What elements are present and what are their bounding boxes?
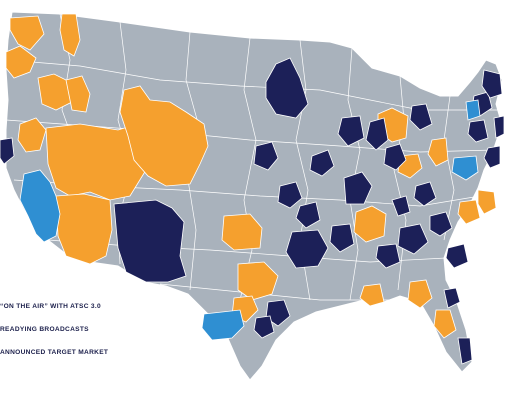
market-on-air-harrisburg <box>481 69 503 99</box>
market-readying-portland <box>5 45 37 79</box>
market-on-air-charlotte <box>397 223 429 255</box>
market-on-air-jacksonville <box>443 287 461 309</box>
market-readying-idaho-falls <box>65 75 91 113</box>
market-readying-dallas <box>237 261 279 301</box>
legend-item-on-air: “ON THE AIR” WITH ATSC 3.0 <box>0 300 150 312</box>
market-readying-seattle <box>9 15 45 51</box>
market-readying-atlanta <box>407 279 433 309</box>
market-on-air-columbus <box>413 181 437 207</box>
market-on-air-sacramento <box>0 137 15 165</box>
market-on-air-sioux-falls <box>253 141 279 171</box>
market-announced-los-angeles <box>19 169 61 243</box>
market-on-air-nashville-2 <box>391 195 411 217</box>
market-readying-nashville <box>353 205 387 243</box>
market-on-air-birmingham <box>375 243 401 269</box>
market-on-air-austin <box>253 315 275 339</box>
market-readying-mobile <box>359 283 385 307</box>
market-on-air-stlouis <box>343 171 373 205</box>
market-on-air-philly <box>483 145 501 169</box>
map-legend: “ON THE AIR” WITH ATSC 3.0 READYING BROA… <box>0 300 150 369</box>
market-readying-spokane <box>59 13 81 57</box>
market-readying-tampa <box>433 309 457 339</box>
market-on-air-albuquerque <box>113 199 187 283</box>
legend-label-readying: READYING BROADCASTS <box>0 325 89 333</box>
market-readying-norfolk <box>477 189 497 215</box>
market-on-air-omaha <box>277 181 303 209</box>
market-on-air-tulsa <box>285 229 329 269</box>
market-announced-buffalo <box>465 99 481 121</box>
market-readying-oklahoma <box>221 213 263 251</box>
legend-label-announced: ANNOUNCED TARGET MARKET <box>0 348 109 356</box>
legend-item-announced: ANNOUNCED TARGET MARKET <box>0 346 150 358</box>
market-readying-phoenix <box>55 193 113 265</box>
market-on-air-houston <box>265 299 291 327</box>
market-on-air-albany <box>467 119 489 143</box>
market-on-air-cleveland <box>409 103 433 131</box>
market-on-air-detroit <box>383 143 407 171</box>
market-on-air-grand-rapids <box>365 117 389 151</box>
market-readying-denver <box>119 85 209 187</box>
market-readying-ohio-east <box>427 137 449 167</box>
market-on-air-portland-me <box>493 115 505 139</box>
announced-markets <box>19 99 481 341</box>
market-on-air-west-palm <box>457 337 473 365</box>
market-on-air-greensboro <box>445 243 469 269</box>
market-announced-san-antonio-area <box>201 309 245 341</box>
on-air-markets <box>0 57 505 365</box>
market-announced-washington <box>451 155 479 181</box>
legend-label-on-air: “ON THE AIR” WITH ATSC 3.0 <box>0 302 101 310</box>
market-on-air-des-moines <box>309 149 335 177</box>
market-readying-salt-lake <box>45 123 151 201</box>
market-readying-reno <box>17 117 47 153</box>
market-on-air-minneapolis <box>265 57 309 119</box>
market-on-air-milwaukee <box>337 115 365 147</box>
readying-markets <box>5 13 497 339</box>
market-readying-raleigh <box>457 199 481 225</box>
market-on-air-knoxville <box>429 211 453 237</box>
market-on-air-memphis <box>329 223 355 253</box>
legend-item-readying: READYING BROADCASTS <box>0 323 150 335</box>
market-on-air-kc <box>295 201 321 229</box>
